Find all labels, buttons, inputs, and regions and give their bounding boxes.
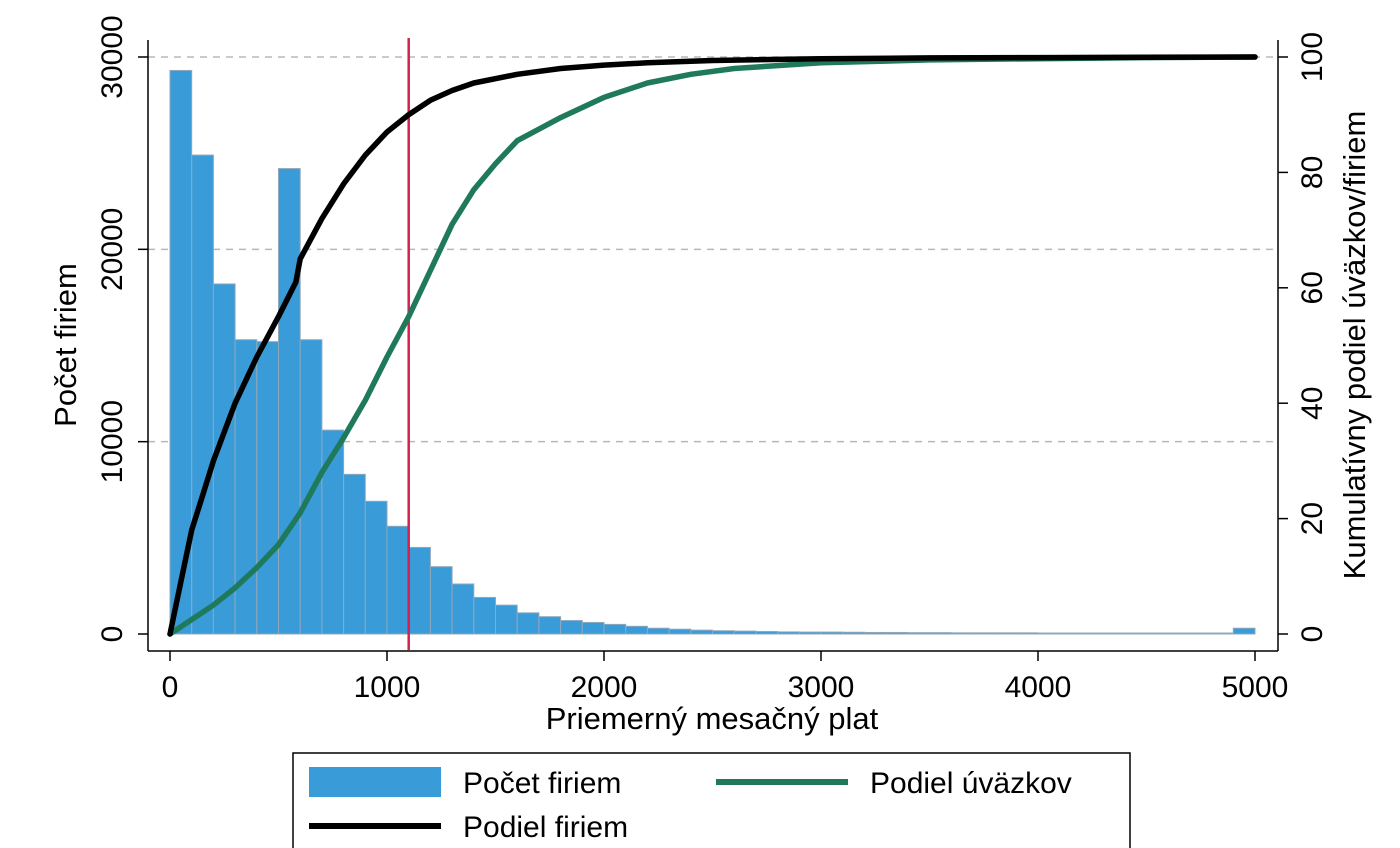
legend-label-podiel-firiem: Podiel firiem <box>463 811 628 844</box>
histogram-bar <box>473 596 496 635</box>
histogram-bar <box>690 629 713 635</box>
legend: Počet firiem Podiel úväzkov Podiel firie… <box>292 752 1131 848</box>
histogram-bar <box>1102 632 1126 635</box>
histogram-bar <box>755 630 779 635</box>
series-line-podiel-uvazkov <box>167 54 1258 637</box>
histogram-bar <box>1232 627 1256 635</box>
legend-swatch-pocet-firiem <box>309 767 441 797</box>
histogram-bar <box>625 625 648 635</box>
histogram-bar <box>495 604 518 635</box>
y-right-tick-label: 0 <box>1296 626 1329 643</box>
histogram-bar <box>712 630 735 635</box>
histogram-bar <box>516 612 540 635</box>
histogram-bar <box>907 632 930 635</box>
histogram-bar <box>885 631 909 635</box>
histogram-bar <box>1146 632 1169 635</box>
histogram-bar <box>429 566 453 635</box>
cumulative-lines <box>167 54 1258 637</box>
histogram-bar <box>191 154 214 635</box>
histogram-bar <box>538 616 562 635</box>
x-tick-label: 3000 <box>788 671 855 704</box>
legend-label-pocet-firiem: Počet firiem <box>463 767 621 800</box>
histogram-bar <box>1080 632 1104 635</box>
histogram-bar <box>364 500 388 635</box>
histogram-bar <box>929 632 952 635</box>
histogram-bar <box>972 632 996 635</box>
histogram-bar <box>863 631 887 635</box>
histogram-bar <box>1059 632 1082 635</box>
y-left-tick-label: 20000 <box>96 208 129 291</box>
axes: 0 1000 2000 3000 4000 5000 0 10000 20000 30000 0 20… <box>96 15 1329 704</box>
y-right-tick-label: 40 <box>1296 387 1329 420</box>
histogram-bar <box>842 631 865 635</box>
x-tick-label: 4000 <box>1005 671 1072 704</box>
histogram-bar <box>1015 632 1039 635</box>
histogram-bar <box>343 473 366 635</box>
histogram-bar <box>994 632 1017 635</box>
histogram-bar <box>798 631 822 635</box>
histogram-bar <box>321 429 345 635</box>
histogram-bar <box>1037 632 1061 635</box>
histogram-bar <box>668 628 692 635</box>
histogram-bar <box>1189 632 1213 635</box>
x-tick-label: 2000 <box>571 671 638 704</box>
histogram-bar <box>278 168 301 635</box>
y-left-tick-label: 0 <box>96 626 129 643</box>
histogram-bar <box>560 620 583 635</box>
x-tick-label: 1000 <box>354 671 421 704</box>
histogram-bar <box>386 525 410 635</box>
histogram-bar <box>1211 632 1234 635</box>
histogram-bar <box>256 341 279 635</box>
histogram-bar <box>646 627 670 635</box>
histogram-bar <box>1124 632 1148 635</box>
histogram-bar <box>733 630 757 635</box>
x-tick-label: 5000 <box>1222 671 1289 704</box>
histogram-bar <box>408 546 431 635</box>
histogram-bar <box>451 583 475 635</box>
histogram-bar <box>1167 632 1191 635</box>
y-left-tick-label: 30000 <box>96 15 129 98</box>
y-right-tick-label: 20 <box>1296 502 1329 535</box>
histogram-bar <box>603 623 627 635</box>
legend-label-podiel-uvazkov: Podiel úväzkov <box>870 767 1072 800</box>
y-left-tick-label: 10000 <box>96 400 129 483</box>
histogram-bar <box>777 631 800 635</box>
x-axis-title: Priemerný mesačný plat <box>546 701 879 736</box>
y-right-tick-label: 60 <box>1296 271 1329 304</box>
series-line-podiel-firiem <box>167 54 1258 637</box>
x-tick-label: 0 <box>162 671 179 704</box>
histogram-bar <box>950 632 974 635</box>
histogram-bar <box>820 631 844 635</box>
y-right-tick-label: 80 <box>1296 156 1329 189</box>
y-axis-title-right: Kumulatívny podiel úväzkov/firiem <box>1337 111 1372 580</box>
histogram-bar <box>581 621 605 635</box>
y-axis-title-left: Počet firiem <box>48 263 83 427</box>
y-right-tick-label: 100 <box>1296 32 1329 82</box>
